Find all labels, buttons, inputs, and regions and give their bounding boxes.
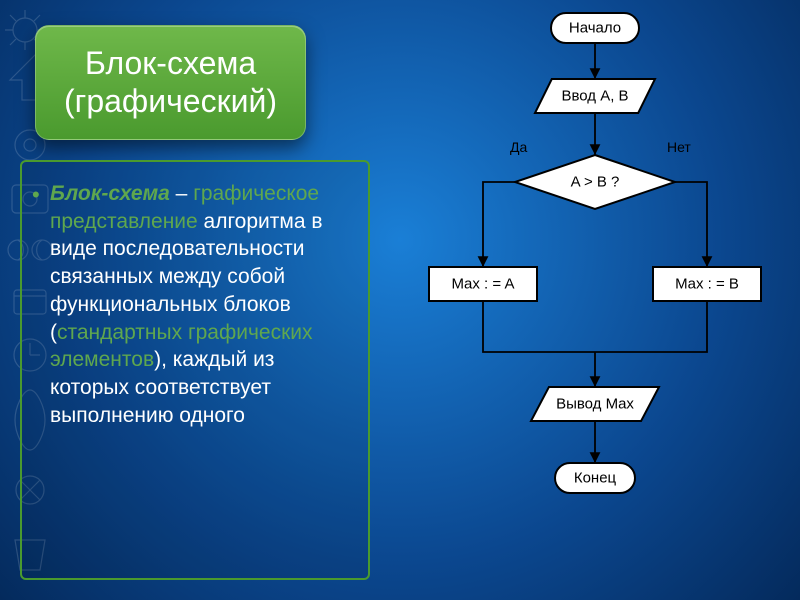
flow-node-start: Начало [551, 13, 639, 43]
svg-text:Вывод Max: Вывод Max [556, 396, 634, 413]
flow-node-maxb: Max : = B [653, 267, 761, 301]
flow-node-cond: A > B ? [515, 155, 675, 209]
term: Блок-схема [50, 182, 170, 205]
title-card: Блок-схема(графический) [35, 25, 306, 140]
slide: Блок-схема(графический) Блок-схема – гра… [0, 0, 800, 600]
flow-node-output: Вывод Max [531, 387, 659, 421]
svg-text:Да: Да [510, 139, 527, 155]
svg-text:Max : = A: Max : = A [452, 276, 515, 293]
definition-bullet: Блок-схема – графическое представление а… [50, 180, 356, 429]
flow-node-input: Ввод A, B [535, 79, 655, 113]
flowchart: Да Нет Начало Ввод A, B A > B ? Max : = A Max … [405, 0, 785, 580]
flow-node-maxa: Max : = A [429, 267, 537, 301]
svg-text:Ввод A, B: Ввод A, B [561, 88, 628, 105]
title-text: Блок-схема(графический) [64, 45, 277, 119]
svg-text:Нет: Нет [667, 139, 691, 155]
svg-text:Конец: Конец [574, 470, 617, 487]
svg-text:Max : = B: Max : = B [675, 276, 739, 293]
flow-node-end: Конец [555, 463, 635, 493]
svg-text:Начало: Начало [569, 20, 621, 37]
definition-panel: Блок-схема – графическое представление а… [20, 160, 370, 580]
svg-text:A > B ?: A > B ? [571, 174, 620, 191]
